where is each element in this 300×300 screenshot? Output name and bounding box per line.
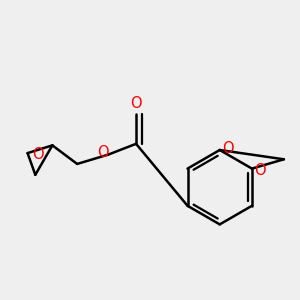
Text: O: O — [222, 141, 234, 156]
Text: O: O — [254, 163, 266, 178]
Text: O: O — [33, 147, 44, 162]
Text: O: O — [97, 145, 108, 160]
Text: O: O — [130, 96, 142, 111]
